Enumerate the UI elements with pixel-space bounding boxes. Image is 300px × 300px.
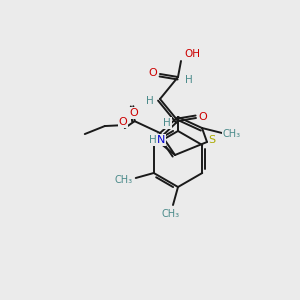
Text: N: N <box>157 135 165 145</box>
Text: CH₃: CH₃ <box>223 129 241 139</box>
Text: O: O <box>129 108 138 118</box>
Text: H: H <box>146 96 154 106</box>
Text: OH: OH <box>184 49 200 59</box>
Text: H: H <box>163 118 171 128</box>
Text: H: H <box>185 75 193 85</box>
Text: H: H <box>149 135 157 145</box>
Text: CH₃: CH₃ <box>162 209 180 219</box>
Text: S: S <box>208 135 216 145</box>
Text: CH₃: CH₃ <box>115 175 133 185</box>
Text: O: O <box>199 112 207 122</box>
Text: O: O <box>118 117 127 127</box>
Text: O: O <box>148 68 158 78</box>
